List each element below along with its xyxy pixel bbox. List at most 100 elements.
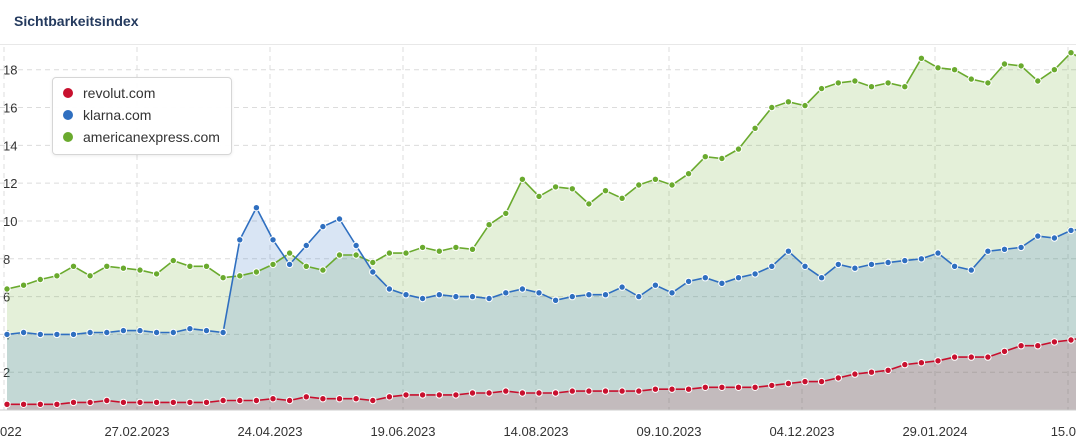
data-point-1 (36, 330, 44, 339)
data-point-2 (684, 170, 693, 178)
data-point-0 (418, 391, 427, 399)
data-point-2 (152, 270, 161, 278)
data-point-2 (801, 101, 809, 110)
data-point-0 (502, 387, 510, 395)
data-point-2 (551, 183, 560, 191)
data-point-1 (934, 249, 942, 257)
data-point-1 (1034, 232, 1042, 240)
data-point-1 (502, 289, 510, 297)
x-tick-label: 09.10.2023 (636, 424, 701, 439)
data-point-1 (352, 241, 360, 250)
data-point-2 (901, 83, 909, 91)
data-point-0 (302, 393, 310, 401)
data-point-2 (768, 103, 776, 112)
y-tick-label: 10 (3, 214, 17, 229)
data-point-2 (19, 281, 28, 289)
data-point-0 (1067, 336, 1075, 344)
data-point-2 (585, 200, 593, 208)
data-point-1 (768, 262, 776, 270)
data-point-1 (335, 215, 344, 223)
data-point-0 (551, 389, 560, 397)
data-point-1 (418, 294, 427, 303)
series-area-1 (7, 207, 1076, 410)
data-point-1 (1067, 226, 1075, 235)
data-point-0 (934, 357, 942, 365)
x-tick-label: 15.0 (1051, 424, 1076, 439)
data-point-2 (269, 260, 277, 269)
data-point-2 (751, 124, 759, 133)
data-point-1 (734, 274, 743, 282)
data-point-0 (435, 391, 443, 399)
x-tick-label: 24.04.2023 (237, 424, 302, 439)
x-tick-label: 29.01.2024 (902, 424, 967, 439)
data-point-1 (103, 328, 111, 337)
data-point-0 (768, 381, 776, 390)
chart-header: Sichtbarkeitsindex (0, 0, 1076, 45)
data-point-2 (369, 258, 377, 267)
data-point-2 (635, 181, 643, 189)
data-point-2 (103, 262, 111, 270)
data-point-1 (535, 289, 543, 297)
legend-dot-klarna (63, 110, 73, 120)
data-point-0 (103, 396, 111, 405)
data-point-1 (202, 326, 211, 335)
data-point-0 (53, 400, 61, 408)
data-point-0 (1034, 342, 1042, 350)
data-point-1 (1050, 234, 1059, 242)
data-point-1 (618, 283, 626, 291)
data-point-1 (302, 241, 310, 250)
data-point-2 (202, 262, 211, 270)
data-point-2 (950, 66, 959, 74)
data-point-2 (285, 249, 294, 257)
data-point-2 (335, 251, 344, 259)
legend-item-klarna[interactable]: klarna.com (63, 105, 151, 125)
data-point-0 (468, 389, 477, 397)
data-point-0 (402, 391, 410, 399)
data-point-1 (784, 247, 793, 255)
y-tick-label: 18 (3, 63, 17, 78)
data-point-2 (535, 192, 543, 201)
data-point-2 (3, 285, 11, 293)
y-tick-label: 2 (3, 365, 10, 380)
data-point-0 (518, 389, 527, 397)
data-point-0 (535, 389, 543, 397)
legend-item-revolut[interactable]: revolut.com (63, 83, 155, 103)
data-point-1 (701, 274, 709, 282)
data-point-0 (585, 387, 593, 395)
data-point-0 (452, 391, 460, 399)
x-tick-label: 27.02.2023 (104, 424, 169, 439)
data-point-0 (252, 396, 261, 405)
data-point-2 (618, 194, 626, 203)
data-point-2 (718, 154, 726, 163)
data-point-1 (169, 328, 178, 337)
x-tick-label: 19.06.2023 (370, 424, 435, 439)
data-point-0 (19, 400, 28, 408)
data-point-0 (668, 385, 676, 393)
data-point-0 (119, 398, 128, 407)
legend-item-americanexpress[interactable]: americanexpress.com (63, 127, 220, 147)
data-point-1 (3, 330, 11, 339)
data-point-2 (884, 79, 892, 87)
data-point-2 (502, 209, 510, 218)
y-tick-label: 8 (3, 252, 10, 267)
chart-legend: revolut.com klarna.com americanexpress.c… (52, 77, 232, 155)
data-point-2 (1034, 77, 1042, 85)
y-tick-label: 12 (3, 176, 17, 191)
data-point-0 (817, 377, 826, 386)
data-point-1 (518, 285, 527, 293)
data-point-2 (452, 243, 460, 252)
data-point-2 (568, 185, 576, 193)
data-point-2 (967, 75, 975, 83)
data-point-2 (119, 264, 128, 272)
data-point-0 (285, 396, 294, 405)
data-point-1 (718, 279, 726, 287)
data-point-2 (1050, 66, 1059, 74)
data-point-0 (269, 395, 277, 403)
data-point-1 (86, 328, 94, 337)
data-point-2 (186, 262, 194, 270)
data-point-2 (169, 256, 178, 265)
data-point-1 (369, 268, 377, 276)
data-point-1 (651, 281, 660, 289)
data-point-2 (468, 245, 477, 254)
data-point-0 (834, 374, 842, 382)
